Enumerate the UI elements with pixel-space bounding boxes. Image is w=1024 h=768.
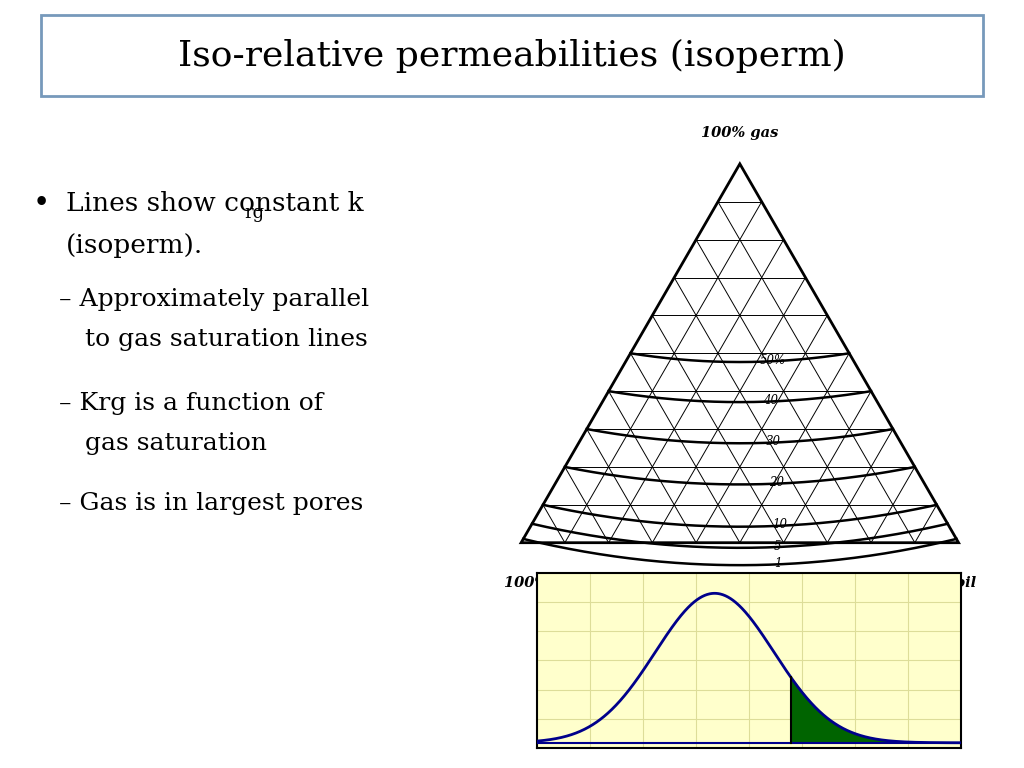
FancyBboxPatch shape <box>41 15 983 96</box>
Text: 40: 40 <box>763 394 777 407</box>
Text: – Approximately parallel: – Approximately parallel <box>59 288 370 311</box>
Text: 50%: 50% <box>760 354 785 367</box>
Text: (isoperm).: (isoperm). <box>66 233 203 258</box>
Text: rg: rg <box>245 204 265 222</box>
Text: 100% oil: 100% oil <box>906 575 976 590</box>
Text: 30: 30 <box>766 435 780 449</box>
Text: •: • <box>33 190 50 217</box>
Text: to gas saturation lines: to gas saturation lines <box>85 328 368 351</box>
Text: 5: 5 <box>773 540 781 552</box>
Text: Lines show constant k: Lines show constant k <box>66 191 364 216</box>
Text: – Krg is a function of: – Krg is a function of <box>59 392 324 415</box>
Text: Iso-relative permeabilities (isoperm): Iso-relative permeabilities (isoperm) <box>178 38 846 73</box>
Text: 100% water: 100% water <box>504 575 599 590</box>
Text: 10: 10 <box>772 518 786 531</box>
Text: gas saturation: gas saturation <box>85 432 267 455</box>
Text: 1: 1 <box>774 557 782 570</box>
Text: – Gas is in largest pores: – Gas is in largest pores <box>59 492 364 515</box>
Text: 20: 20 <box>769 476 783 489</box>
Text: 100% gas: 100% gas <box>701 126 778 140</box>
